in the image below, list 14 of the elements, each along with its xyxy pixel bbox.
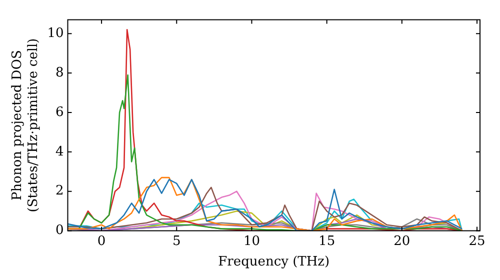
x-axis-title: Frequency (THz) bbox=[218, 254, 330, 270]
y-tick-label: 4 bbox=[55, 144, 64, 160]
x-tick-label: 0 bbox=[97, 234, 106, 249]
y-tick-label: 6 bbox=[55, 104, 64, 120]
x-tick-label: 5 bbox=[172, 234, 181, 249]
y-tick-label: 0 bbox=[55, 223, 64, 238]
x-tick-label: 10 bbox=[243, 234, 260, 249]
x-tick-label: 25 bbox=[468, 234, 486, 249]
y-tick-label: 8 bbox=[55, 65, 64, 80]
x-tick-label: 15 bbox=[318, 234, 336, 249]
y-tick-label: 2 bbox=[55, 184, 64, 199]
y-tick-label: 10 bbox=[47, 26, 64, 41]
y-axis-title: Phonon projected DOS (States/THz·primitive cell) bbox=[10, 38, 41, 212]
x-tick-label: 20 bbox=[394, 234, 410, 249]
